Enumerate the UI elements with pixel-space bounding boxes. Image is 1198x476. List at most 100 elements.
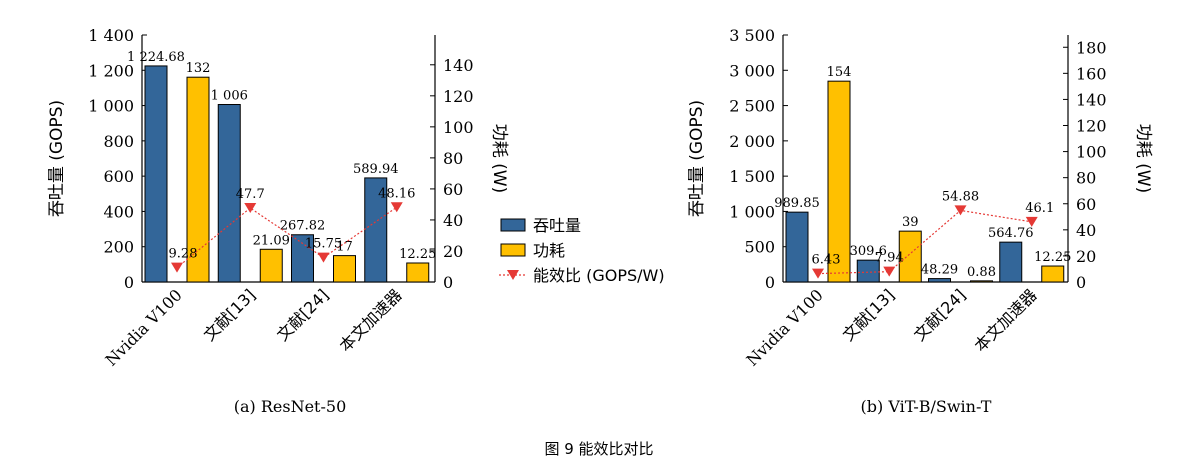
legend-throughput-label: 吞吐量 xyxy=(533,216,581,235)
bar-throughput xyxy=(291,234,314,283)
label-throughput: 564.76 xyxy=(988,226,1034,241)
bar-throughput xyxy=(217,104,241,283)
y2-tick-label: 140 xyxy=(1076,90,1107,109)
category-label: 本文加速器 xyxy=(971,285,1041,355)
label-power: 17 xyxy=(336,240,353,255)
y2-tick-label: 140 xyxy=(443,56,474,75)
y2-tick-label: 40 xyxy=(1076,221,1096,240)
y-axis-title: 吞吐量 (GOPS) xyxy=(687,100,707,217)
chart-resnet50: 0 200 400 600 800 1 000 1 200 1 400 0 20 40 60 80 100… xyxy=(47,26,509,416)
label-throughput: 309.6 xyxy=(850,244,887,259)
efficiency-marker xyxy=(812,268,824,279)
y2-axis-title: 功耗 (W) xyxy=(489,124,509,193)
y-tick-label: 600 xyxy=(103,167,134,186)
y2-axis-title: 功耗 (W) xyxy=(1133,124,1153,193)
chart-subtitle: (a) ResNet-50 xyxy=(234,397,347,416)
legend-efficiency-marker xyxy=(507,270,519,280)
chart-subtitle: (b) ViT-B/Swin-T xyxy=(861,397,992,416)
chart-vit-swin: 0 500 1 000 1 500 2 000 2 500 3 000 3 500 0 20 40 6… xyxy=(687,26,1153,416)
category-label: Nvidia V100 xyxy=(102,285,186,369)
bar-throughput xyxy=(928,278,951,283)
y-axis-title: 吞吐量 (GOPS) xyxy=(47,100,67,217)
y-tick-label: 0 xyxy=(124,273,134,292)
y-tick-label: 3 000 xyxy=(729,61,775,80)
label-power: 0.88 xyxy=(967,265,996,280)
y2-tick-label: 40 xyxy=(443,211,463,230)
label-efficiency: 46.1 xyxy=(1025,201,1054,216)
label-efficiency: 15.75 xyxy=(305,237,342,252)
label-efficiency: 47.7 xyxy=(236,187,265,202)
label-efficiency: 48.16 xyxy=(378,186,415,201)
label-power: 39 xyxy=(902,215,919,230)
y-tick-label: 800 xyxy=(103,132,134,151)
y-tick-label: 200 xyxy=(103,238,134,257)
label-power: 132 xyxy=(186,61,211,76)
label-throughput: 989.85 xyxy=(774,196,820,211)
bar-power xyxy=(333,255,356,283)
category-label: Nvidia V100 xyxy=(743,285,827,369)
label-efficiency: 7.94 xyxy=(875,251,904,266)
label-efficiency: 54.88 xyxy=(942,189,979,204)
bar-power xyxy=(970,280,993,283)
label-power: 21.09 xyxy=(253,233,290,248)
y2-tick-label: 180 xyxy=(1076,38,1107,57)
bar-throughput xyxy=(785,211,809,283)
label-throughput: 267.82 xyxy=(280,219,326,234)
label-power: 12.25 xyxy=(1034,250,1071,265)
y-tick-label: 1 200 xyxy=(88,61,134,80)
y2-tick-label: 120 xyxy=(443,87,474,106)
bar-power xyxy=(186,76,210,283)
y2-tick-label: 80 xyxy=(1076,169,1096,188)
y2-tick-label: 160 xyxy=(1076,64,1107,83)
label-throughput: 1 224.68 xyxy=(127,50,185,65)
bar-throughput xyxy=(144,65,168,283)
category-label: 文献[13] xyxy=(200,285,259,344)
efficiency-marker xyxy=(883,266,896,277)
y-tick-label: 2 000 xyxy=(729,132,775,151)
y2-tick-label: 60 xyxy=(1076,195,1096,214)
efficiency-marker xyxy=(390,202,403,213)
bar-throughput xyxy=(999,241,1023,283)
y-tick-label: 0 xyxy=(765,273,775,292)
y2-tick-label: 0 xyxy=(443,273,453,292)
category-label: 本文加速器 xyxy=(336,285,406,355)
label-efficiency: 9.28 xyxy=(169,247,198,262)
y2-tick-label: 0 xyxy=(1076,273,1086,292)
category-label: 文献[24] xyxy=(273,285,332,344)
y2-tick-label: 100 xyxy=(443,118,474,137)
bar-power xyxy=(259,248,283,283)
y2-tick-label: 80 xyxy=(443,149,463,168)
y2-tick-label: 20 xyxy=(1076,247,1096,266)
y-tick-label: 400 xyxy=(103,202,134,221)
y-tick-label: 3 500 xyxy=(729,26,775,45)
bar-power xyxy=(827,80,851,283)
label-efficiency: 6.43 xyxy=(812,253,841,268)
efficiency-marker xyxy=(1025,216,1038,227)
y-tick-label: 1 000 xyxy=(729,202,775,221)
y2-tick-label: 60 xyxy=(443,180,463,199)
label-throughput: 1 006 xyxy=(211,89,248,104)
efficiency-marker xyxy=(244,202,257,213)
label-throughput: 48.29 xyxy=(921,263,958,278)
category-label: 文献[24] xyxy=(910,285,969,344)
label-throughput: 589.94 xyxy=(353,162,399,177)
category-label: 文献[13] xyxy=(839,285,898,344)
bar-power xyxy=(1041,265,1065,283)
legend-power-label: 功耗 xyxy=(533,241,565,260)
efficiency-marker xyxy=(171,262,183,273)
bar-power xyxy=(898,230,922,283)
y-tick-label: 1 500 xyxy=(729,167,775,186)
legend-throughput-swatch xyxy=(500,218,526,232)
bar-power xyxy=(406,262,430,283)
y2-tick-label: 120 xyxy=(1076,117,1107,136)
y2-tick-label: 20 xyxy=(443,242,463,261)
legend-power-swatch xyxy=(500,243,526,257)
bar-throughput xyxy=(856,259,880,283)
label-power: 12.25 xyxy=(399,247,436,262)
legend-efficiency-label: 能效比 (GOPS/W) xyxy=(533,266,665,285)
figure-caption: 图 9 能效比对比 xyxy=(544,440,654,458)
label-power: 154 xyxy=(827,65,852,80)
legend: 吞吐量 功耗 能效比 (GOPS/W) xyxy=(499,216,665,285)
y-tick-label: 1 400 xyxy=(88,26,134,45)
